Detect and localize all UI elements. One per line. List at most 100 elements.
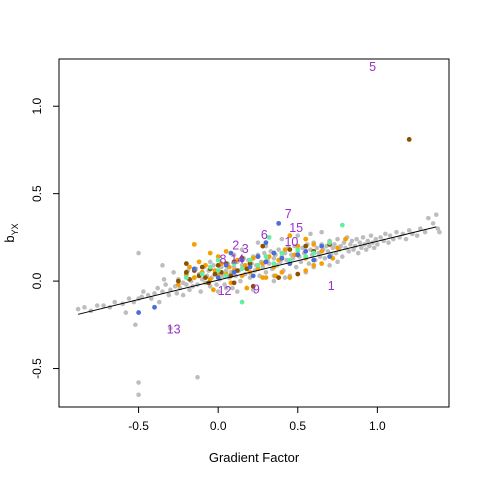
x-axis: -0.5 0.0 0.5 1.0 [128,406,386,433]
green-point [263,254,269,260]
background-point [387,233,393,238]
orange-point [287,233,293,239]
orange-point [319,261,325,267]
background-point [349,238,355,244]
background-point [437,229,442,235]
background-point [308,231,313,237]
background-point [231,264,237,270]
orange-point [279,269,285,275]
blue-point [271,250,277,256]
orange-point [196,259,202,265]
background-point [155,285,160,291]
blue-point [263,259,269,265]
point-label: 9 [253,282,260,296]
point-label: 2 [232,239,239,253]
background-point [335,259,340,265]
background-point [101,303,106,308]
plot-frame [58,58,450,408]
blue-point [152,304,157,310]
background-point [375,242,380,247]
x-tick-label: 0.5 [289,419,306,433]
orange-point [303,268,309,273]
background-point [133,322,138,328]
background-point [346,249,352,254]
blue-point [228,250,234,256]
point-label: 7 [285,207,292,221]
orange-point [319,248,325,254]
background-point [123,310,129,315]
background-point [180,292,186,298]
orange-point [311,241,317,247]
background-point [149,296,154,301]
orange-point [303,236,309,242]
background-point [271,256,277,261]
blue-point [319,243,325,249]
blue-point [276,220,282,226]
point-label: 8 [219,253,226,267]
background-point [314,245,320,251]
x-axis-label: Gradient Factor [209,450,300,465]
point-label: 1 [328,279,335,293]
blue-point [327,254,333,260]
background-point [367,243,372,249]
blue-point [303,248,309,254]
blue-point [239,257,245,263]
green-point [247,257,253,263]
orange-point [223,248,229,254]
brown-point [287,247,293,253]
orange-point [191,241,197,247]
blue-point [311,257,317,263]
y-tick-label: 0.0 [30,272,44,289]
background-point [293,264,299,270]
background-point [368,233,374,238]
y-axis: -0.5 0.0 0.5 1.0 [30,98,60,379]
brown-point [215,262,221,268]
background-point [306,261,312,266]
background-point [230,285,235,291]
green-point [199,271,205,277]
blue-point [295,252,301,258]
background-point [207,259,213,265]
green-point [223,273,229,279]
background-point [239,247,245,252]
green-point [239,266,245,272]
background-point [435,226,441,231]
point-label: 12 [218,284,232,298]
blue-point [215,275,221,280]
background-point [161,277,167,282]
background-point [198,289,203,294]
background-point [271,278,277,284]
y-axis-label: bYX [2,223,20,242]
green-point [207,264,213,270]
background-point [184,282,189,287]
background-point [371,245,377,251]
green-point [327,240,333,246]
background-point [223,285,229,291]
x-tick-label: 1.0 [369,419,386,433]
green-point [215,268,221,273]
blue-point [255,254,261,260]
orange-point [335,245,340,251]
x-tick-label: -0.5 [128,419,149,433]
green-point [311,250,317,256]
background-point [340,254,345,259]
brown-point [406,137,412,142]
brown-point [303,243,309,249]
brown-point [276,275,282,280]
background-point [330,245,336,251]
background-point [357,240,363,245]
orange-point [244,285,250,291]
blue-point [263,240,269,246]
background-point [418,226,423,231]
background-point [355,250,361,256]
brown-point [250,283,256,289]
point-label: 13 [167,323,181,337]
background-point [282,275,288,280]
background-point [82,305,87,310]
background-point [260,264,266,270]
background-point [327,263,332,268]
point-label: 5 [369,60,376,74]
background-point [75,306,81,312]
y-tick-label: 1.0 [30,98,44,115]
